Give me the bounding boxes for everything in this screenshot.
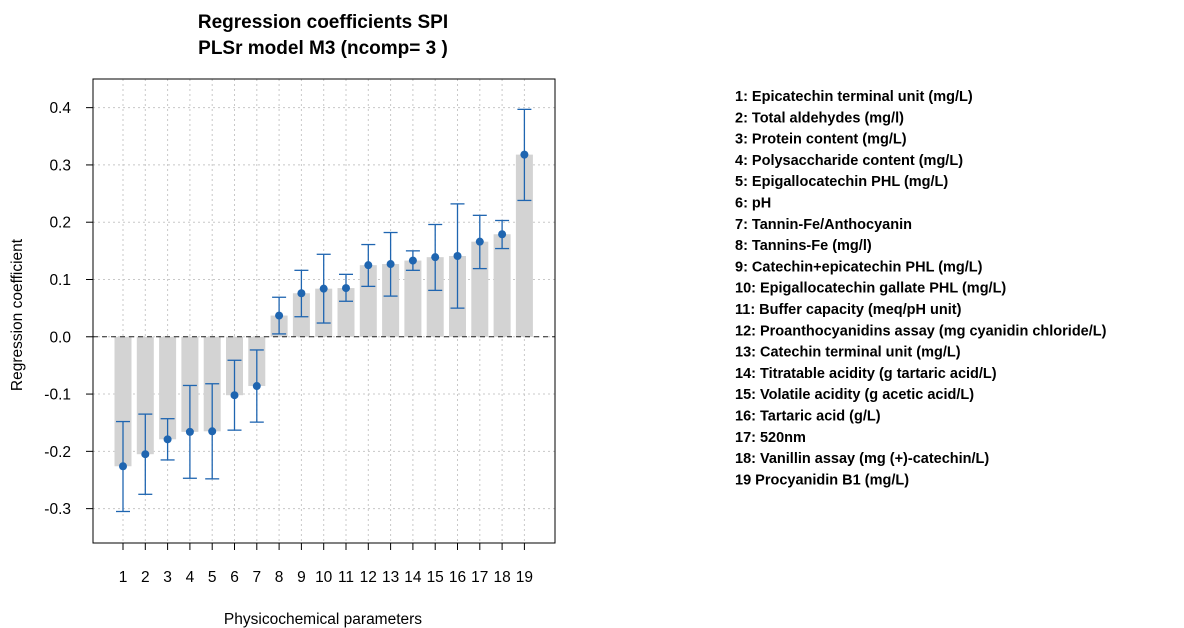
chart-title: Regression coefficients SPI <box>198 12 448 33</box>
legend-item: 19 Procyanidin B1 (mg/L) <box>735 472 909 488</box>
data-point <box>119 462 127 471</box>
bar <box>159 336 177 440</box>
data-point <box>141 450 150 459</box>
x-tick-label: 2 <box>141 569 150 586</box>
x-axis-label: Physicochemical parameters <box>224 611 422 628</box>
data-point <box>431 253 440 262</box>
y-tick-label: 0.0 <box>49 329 71 346</box>
data-point <box>342 284 350 293</box>
bar <box>471 241 489 337</box>
x-tick-label: 13 <box>382 569 399 586</box>
x-tick-label: 5 <box>208 569 217 586</box>
bar <box>404 260 422 337</box>
y-axis-label: Regression coefficient <box>9 238 26 391</box>
y-tick-label: -0.2 <box>44 444 71 461</box>
x-tick-label: 15 <box>427 569 444 586</box>
data-point <box>498 230 507 239</box>
data-point <box>408 256 417 265</box>
data-point <box>364 261 373 270</box>
y-tick-label: 0.1 <box>49 272 71 289</box>
bar <box>337 288 355 337</box>
x-tick-label: 12 <box>360 569 377 586</box>
x-tick-label: 17 <box>471 569 488 586</box>
legend-item: 13: Catechin terminal unit (mg/L) <box>735 345 961 361</box>
data-point <box>275 311 284 320</box>
legend-item: 11: Buffer capacity (meq/pH unit) <box>735 302 962 318</box>
y-tick-label: -0.1 <box>44 387 71 404</box>
x-tick-label: 10 <box>315 569 333 586</box>
legend-item: 16: Tartaric acid (g/L) <box>735 409 881 425</box>
legend-item: 12: Proanthocyanidins assay (mg cyanidin… <box>735 323 1107 339</box>
bar <box>493 234 511 337</box>
data-point <box>230 391 239 400</box>
x-tick-label: 6 <box>230 569 239 586</box>
bar-series <box>114 154 533 467</box>
legend-item: 9: Catechin+epicatechin PHL (mg/L) <box>735 259 983 275</box>
bar <box>359 265 377 337</box>
data-point <box>163 435 172 444</box>
data-point <box>453 252 462 261</box>
x-tick-label: 16 <box>449 569 466 586</box>
data-point <box>520 150 529 159</box>
legend-item: 4: Polysaccharide content (mg/L) <box>735 153 963 169</box>
bar <box>426 257 444 337</box>
x-tick-label: 7 <box>252 569 261 586</box>
data-point <box>475 237 484 246</box>
x-tick-label: 14 <box>404 569 422 586</box>
data-point <box>319 284 328 293</box>
data-point <box>252 382 261 391</box>
x-tick-label: 11 <box>338 569 354 586</box>
data-point <box>297 289 306 298</box>
x-tick-label: 18 <box>493 569 510 586</box>
legend-item: 2: Total aldehydes (mg/l) <box>735 110 904 126</box>
y-tick-label: 0.4 <box>49 100 71 117</box>
legend-item: 5: Epigallocatechin PHL (mg/L) <box>735 174 948 190</box>
data-point <box>208 427 217 436</box>
legend-item: 14: Titratable acidity (g tartaric acid/… <box>735 366 997 382</box>
x-axis: 1 2 3 4 5 6 7 8 9 10 11 12 13 14 15 16 17 18 19 <box>119 543 533 586</box>
x-tick-label: 1 <box>119 569 128 586</box>
x-tick-label: 4 <box>186 569 195 586</box>
chart-subtitle: PLSr model M3 (ncomp= 3 ) <box>198 38 448 59</box>
legend-item: 3: Protein content (mg/L) <box>735 132 907 148</box>
legend-item: 18: Vanillin assay (mg (+)-catechin/L) <box>735 451 989 467</box>
legend-item: 17: 520nm <box>735 430 806 446</box>
x-tick-label: 3 <box>163 569 172 586</box>
legend-item: 8: Tannins-Fe (mg/l) <box>735 238 872 254</box>
data-point <box>185 427 194 436</box>
x-tick-label: 8 <box>275 569 284 586</box>
bar <box>382 264 400 337</box>
data-point <box>386 260 395 269</box>
legend: 1: Epicatechin terminal unit (mg/L) 2: To… <box>735 89 1107 488</box>
x-tick-label: 9 <box>297 569 306 586</box>
y-tick-label: 0.3 <box>49 157 71 174</box>
legend-item: 1: Epicatechin terminal unit (mg/L) <box>735 89 973 105</box>
bar <box>114 336 132 467</box>
legend-item: 10: Epigallocatechin gallate PHL (mg/L) <box>735 281 1006 297</box>
bar <box>136 336 154 455</box>
y-tick-label: -0.3 <box>44 501 71 518</box>
legend-item: 6: pH <box>735 196 771 212</box>
legend-item: 7: Tannin-Fe/Anthocyanin <box>735 217 912 233</box>
bar <box>181 336 199 432</box>
y-axis: -0.3 -0.2 -0.1 0.0 0.1 0.2 0.3 0.4 <box>44 100 93 518</box>
y-tick-label: 0.2 <box>49 215 71 232</box>
x-tick-label: 19 <box>516 569 533 586</box>
point-series <box>119 150 529 471</box>
legend-item: 15: Volatile acidity (g acetic acid/L) <box>735 387 974 403</box>
